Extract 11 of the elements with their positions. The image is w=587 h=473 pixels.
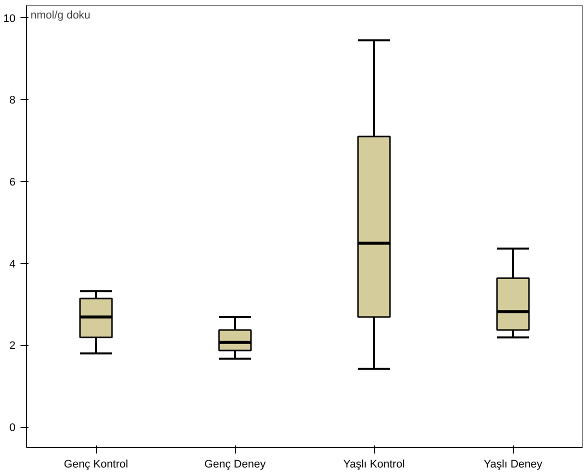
x-tick-label: Genç Deney — [204, 458, 266, 470]
x-tick-label: Genç Kontrol — [64, 458, 128, 470]
x-tick-label: Yaşlı Kontrol — [343, 458, 405, 470]
y-tick-label: 6 — [9, 176, 16, 188]
y-axis-title: nmol/g doku — [30, 10, 90, 22]
y-tick-label: 10 — [3, 12, 16, 25]
y-tick-label: 8 — [9, 94, 16, 107]
y-tick-label: 2 — [9, 340, 16, 352]
y-tick-label: 0 — [9, 422, 16, 434]
x-tick-label: Yaşlı Deney — [484, 458, 543, 470]
y-tick-label: 4 — [9, 258, 16, 270]
